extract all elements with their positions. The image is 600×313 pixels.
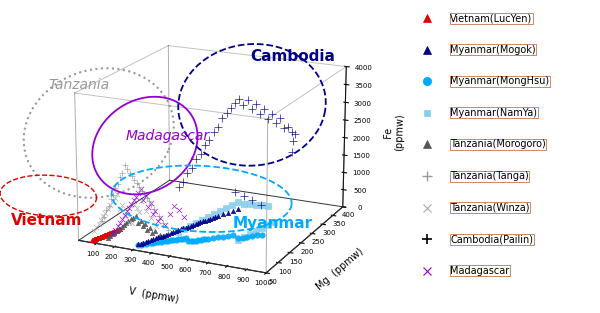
Text: Cambodia: Cambodia — [250, 49, 335, 64]
Text: Madagascar: Madagascar — [450, 266, 509, 276]
Text: Tanzania(Morogoro): Tanzania(Morogoro) — [450, 140, 546, 150]
Text: Tanzania(Tanga): Tanzania(Tanga) — [450, 171, 529, 181]
Text: Myanmar: Myanmar — [233, 216, 313, 231]
Text: Myanmar(NamYa): Myanmar(NamYa) — [450, 108, 537, 118]
Text: Vietnam: Vietnam — [11, 213, 82, 228]
Text: Madagascar: Madagascar — [126, 129, 210, 143]
Text: Tanzania: Tanzania — [49, 78, 109, 91]
Text: Tanzania(Winza): Tanzania(Winza) — [450, 203, 530, 213]
Y-axis label: Mg  (ppmw): Mg (ppmw) — [314, 246, 365, 292]
Text: Myanmar(MongHsu): Myanmar(MongHsu) — [450, 76, 550, 86]
Text: Cambodia(Pailin): Cambodia(Pailin) — [450, 234, 533, 244]
Text: Myanmar(Mogok): Myanmar(Mogok) — [450, 45, 536, 55]
X-axis label: V  (ppmw): V (ppmw) — [128, 286, 179, 305]
Text: Vietnam(LucYen): Vietnam(LucYen) — [450, 13, 532, 23]
